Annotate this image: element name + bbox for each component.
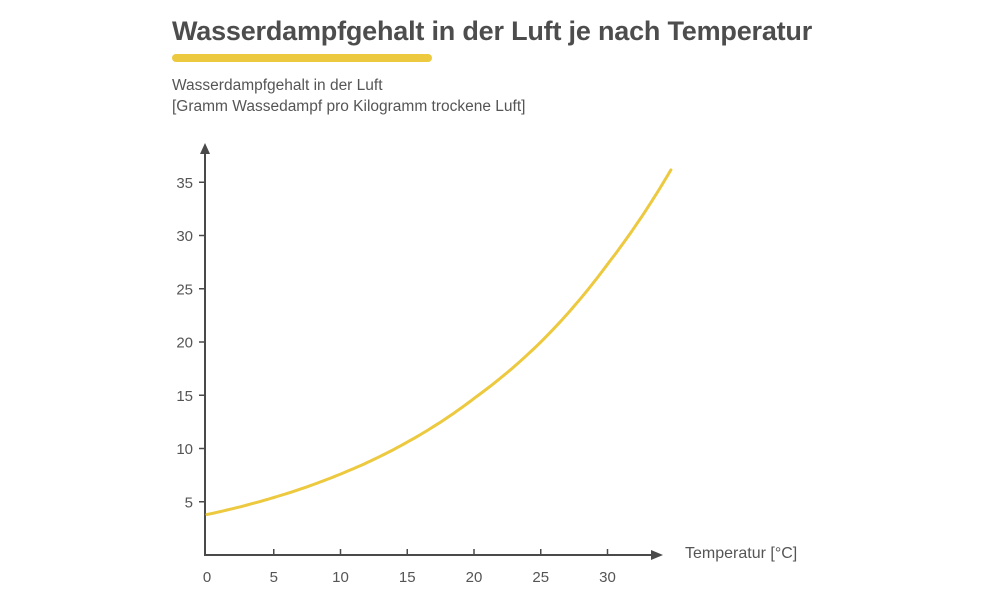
x-axis-arrow-icon	[651, 550, 663, 560]
y-tick-label: 15	[176, 388, 193, 405]
y-tick-label: 35	[176, 175, 193, 192]
x-tick-label: 10	[332, 569, 349, 586]
x-tick-label: 25	[532, 569, 549, 586]
chart-title: Wasserdampfgehalt in der Luft je nach Te…	[172, 16, 813, 46]
x-tick-label: 20	[466, 569, 483, 586]
x-tick-label: 5	[270, 569, 278, 586]
y-axis-arrow-icon	[200, 143, 210, 154]
y-axis-label: Wasserdampfgehalt in der Luft	[172, 77, 383, 94]
y-tick-label: 10	[176, 441, 193, 458]
x-tick-label: 30	[599, 569, 616, 586]
y-tick-label: 20	[176, 335, 193, 352]
y-axis-ticks: 5 10 15 20 25 30 35	[176, 175, 205, 511]
y-axis-unit-label: [Gramm Wassedampf pro Kilogramm trockene…	[172, 98, 526, 115]
x-tick-label: 0	[203, 569, 211, 586]
data-line	[205, 168, 673, 516]
y-tick-label: 5	[185, 494, 193, 511]
x-axis-label: Temperatur [°C]	[685, 545, 798, 562]
y-tick-label: 30	[176, 228, 193, 245]
y-tick-label: 25	[176, 281, 193, 298]
x-tick-label: 15	[399, 569, 416, 586]
x-axis-ticks: 0 5 10 15 20 25 30	[203, 549, 616, 586]
title-underline	[172, 54, 432, 62]
